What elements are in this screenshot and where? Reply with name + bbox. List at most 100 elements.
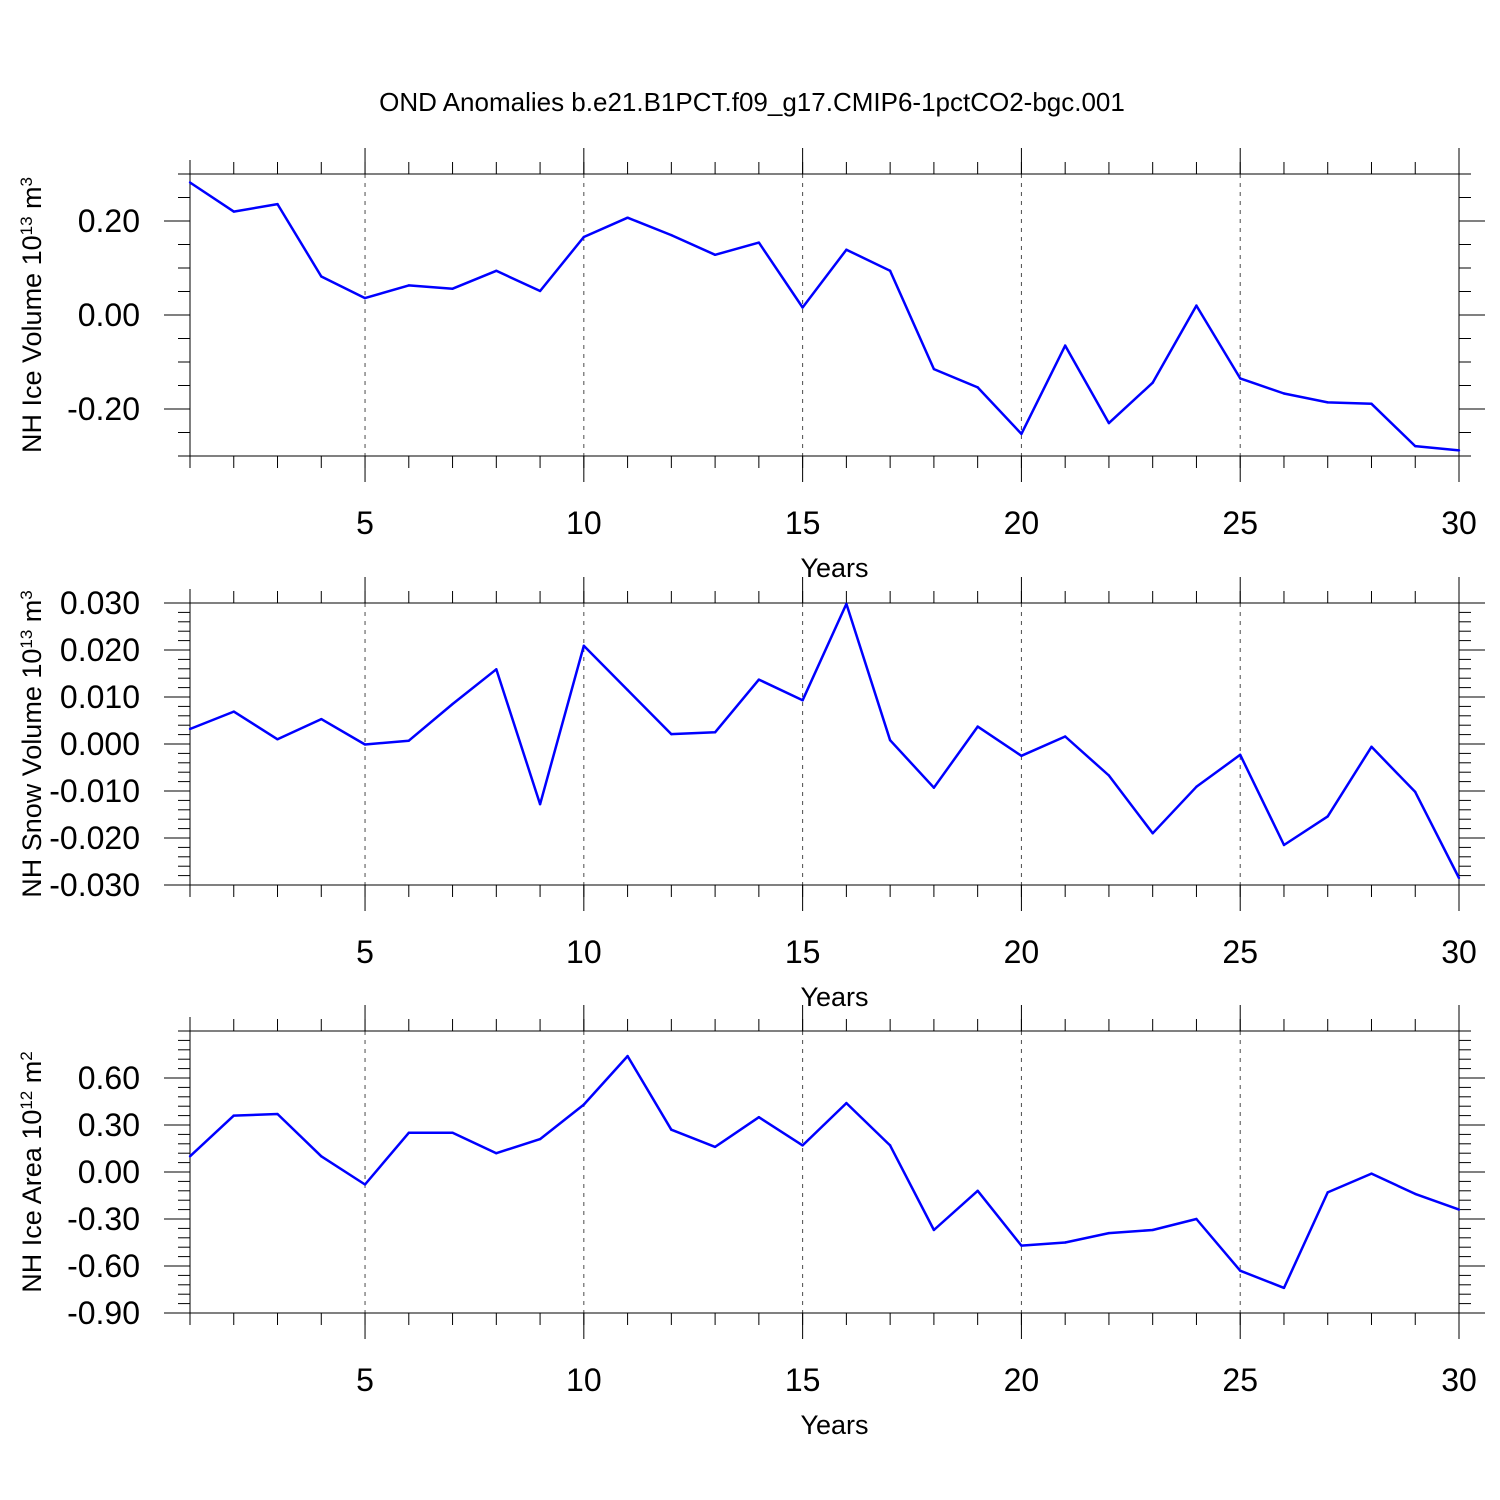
y-axis-label: NH Ice Volume 1013 m3 [17, 177, 48, 453]
x-tick-label: 25 [1222, 505, 1258, 541]
data-point [538, 1137, 542, 1141]
panel-1: 5 10 15 20 25 30 -0.20 0.00 0.20 Years NH Ice Volu… [17, 148, 1485, 583]
x-tick-label: 25 [1222, 934, 1258, 970]
data-point [1282, 1286, 1286, 1290]
series-line [189, 181, 1460, 452]
x-tick-label: 30 [1441, 1362, 1477, 1398]
data-point [363, 1183, 367, 1186]
data-point [713, 253, 717, 257]
data-point [626, 1054, 629, 1058]
data-point [1151, 1228, 1154, 1232]
data-point [582, 644, 586, 647]
data-point [626, 216, 629, 219]
series-line [189, 602, 1461, 879]
y-tick-label: -0.30 [67, 1201, 140, 1237]
data-point [670, 732, 673, 736]
data-point [1239, 753, 1242, 757]
y-tick-label: 0.020 [60, 632, 140, 668]
data-point [276, 202, 279, 206]
data-point [1457, 1208, 1461, 1211]
data-point [1239, 377, 1242, 380]
data-point [845, 1101, 848, 1105]
data-point [976, 386, 979, 389]
data-point [320, 275, 323, 278]
y-tick-label: 0.00 [78, 297, 140, 333]
data-point [451, 287, 454, 290]
data-point [1370, 1172, 1373, 1175]
data-point [1414, 444, 1417, 448]
data-point [495, 668, 498, 671]
data-point [1195, 785, 1198, 788]
data-point [495, 269, 498, 273]
data-point [276, 738, 279, 741]
x-tick-label: 20 [1004, 505, 1040, 541]
data-point [1370, 402, 1373, 406]
y-tick-label: 0.000 [60, 726, 140, 762]
data-point [1107, 421, 1111, 425]
y-tick-label: -0.20 [67, 391, 140, 427]
x-axis-label: Years [800, 553, 868, 583]
x-tick-label: 10 [566, 505, 602, 541]
x-tick-label: 15 [785, 1362, 821, 1398]
data-point [538, 802, 542, 806]
data-point [1326, 1191, 1329, 1194]
data-point [407, 284, 410, 287]
data-point [888, 269, 892, 273]
data-point [670, 233, 673, 237]
data-point [320, 717, 323, 721]
y-tick-label: -0.020 [49, 820, 140, 856]
x-axis-label: Years [800, 1410, 868, 1440]
data-point [232, 1114, 235, 1117]
panel-2: 5 10 15 20 25 30 -0.030 -0.020 -0.010 0.000 0.010 0… [17, 577, 1485, 1012]
data-point [1107, 774, 1111, 777]
data-point [888, 739, 892, 742]
y-tick-label: 0.00 [78, 1154, 140, 1190]
y-tick-label: 0.010 [60, 679, 140, 715]
data-point [1414, 790, 1417, 794]
panels: 5 10 15 20 25 30 -0.20 0.00 0.20 Years NH Ice Volu… [17, 148, 1485, 1440]
data-point [976, 1189, 979, 1193]
data-point [276, 1112, 279, 1116]
data-point [1282, 843, 1286, 847]
data-point [1063, 1241, 1067, 1244]
y-tick-label: -0.60 [67, 1248, 140, 1284]
data-point [451, 1131, 454, 1135]
data-point [1239, 1269, 1242, 1272]
y-axis-label: NH Snow Volume 1013 m3 [17, 590, 48, 898]
data-point [757, 241, 761, 244]
data-point [1370, 745, 1373, 749]
data-point [801, 306, 804, 309]
data-point [1107, 1231, 1111, 1235]
y-axis-label: NH Ice Area 1012 m2 [17, 1051, 48, 1292]
data-point [1457, 876, 1461, 880]
data-point [888, 1144, 892, 1147]
data-point [582, 235, 586, 239]
data-point [976, 725, 979, 728]
figure-title: OND Anomalies b.e21.B1PCT.f09_g17.CMIP6-… [379, 87, 1125, 117]
data-point [538, 289, 542, 293]
data-point [363, 296, 367, 300]
data-point [407, 1131, 410, 1135]
data-point [932, 367, 936, 371]
y-tick-label: -0.90 [67, 1295, 140, 1331]
data-point [1020, 1244, 1023, 1247]
y-tick-label: -0.010 [49, 773, 140, 809]
data-point [495, 1152, 498, 1155]
x-tick-label: 5 [356, 934, 374, 970]
data-point [1151, 381, 1154, 384]
data-point [451, 702, 454, 706]
data-point [757, 1115, 761, 1119]
data-point [188, 181, 192, 184]
x-tick-label: 5 [356, 1362, 374, 1398]
data-point [845, 602, 848, 606]
data-point [582, 1103, 586, 1106]
series-line [189, 1054, 1460, 1290]
data-point [801, 699, 804, 702]
data-point [1195, 304, 1198, 307]
data-point [1195, 1217, 1198, 1221]
x-tick-label: 20 [1004, 1362, 1040, 1398]
y-tick-label: 0.60 [78, 1060, 140, 1096]
data-point [1326, 401, 1329, 404]
panel-3: 5 10 15 20 25 30 -0.90 -0.60 -0.30 0.00 0.30 0.60 Ye… [17, 1005, 1485, 1440]
